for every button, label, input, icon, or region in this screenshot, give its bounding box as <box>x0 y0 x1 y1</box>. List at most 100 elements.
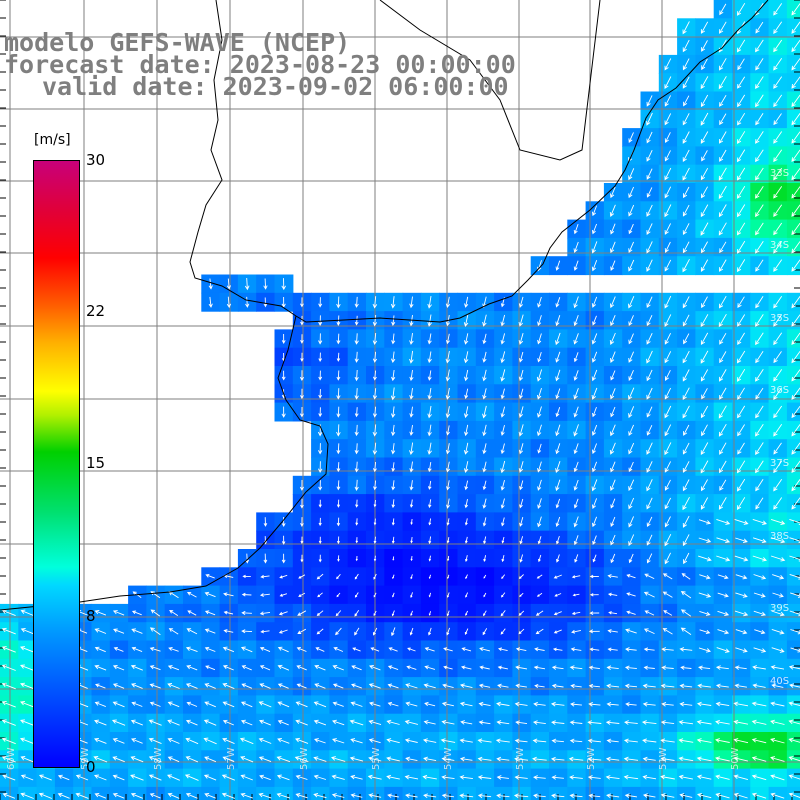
wind-speed-cell <box>786 475 800 495</box>
wind-arrow <box>373 592 377 598</box>
wind-arrow <box>204 591 216 598</box>
wind-arrow <box>610 516 616 527</box>
wind-arrow <box>482 314 487 327</box>
wind-arrow <box>569 720 583 725</box>
wind-arrow <box>278 611 288 616</box>
wind-arrow <box>404 719 419 725</box>
wind-arrow <box>791 186 800 199</box>
wind-arrow <box>167 792 180 799</box>
wind-arrow <box>788 719 800 725</box>
wind-arrow <box>555 369 561 382</box>
wind-arrow <box>1 664 16 671</box>
wind-speed-cell <box>786 713 800 733</box>
wind-arrow <box>370 647 380 652</box>
wind-arrow <box>573 406 579 418</box>
wind-arrow <box>628 351 635 363</box>
wind-arrow <box>392 592 395 598</box>
wind-arrow <box>281 553 286 564</box>
wind-arrow <box>351 665 362 671</box>
wind-arrow <box>427 405 432 419</box>
wind-arrow <box>610 315 616 327</box>
wind-arrow <box>718 222 727 236</box>
wind-arrow <box>700 314 709 328</box>
wind-arrow <box>445 461 451 473</box>
wind-speed-cell <box>146 786 166 800</box>
wind-arrow <box>664 552 672 565</box>
wind-arrow <box>643 647 655 652</box>
wind-arrow <box>336 424 341 437</box>
wind-speed-cell <box>786 146 800 166</box>
wind-arrow <box>149 627 161 636</box>
wind-arrow <box>551 720 565 725</box>
wind-arrow <box>167 737 180 744</box>
wind-arrow <box>186 591 197 598</box>
wind-arrow <box>1 737 16 745</box>
wind-arrow <box>336 443 341 455</box>
wind-arrow <box>478 720 491 725</box>
wind-arrow <box>716 518 731 525</box>
wind-arrow <box>94 719 107 726</box>
wind-arrow <box>573 223 579 235</box>
wind-arrow <box>605 720 620 725</box>
wind-arrow <box>445 369 451 382</box>
wind-arrow <box>407 647 416 652</box>
wind-arrow <box>592 315 597 326</box>
colorbar-unit: [m/s] <box>34 132 71 148</box>
wind-speed-cell <box>786 73 800 93</box>
wind-arrow <box>588 683 600 689</box>
wind-speed-cell <box>274 786 294 800</box>
wind-arrow <box>222 719 234 726</box>
wind-arrow <box>719 479 727 491</box>
wind-arrow <box>628 516 635 528</box>
wind-arrow <box>678 720 694 725</box>
wind-arrow <box>591 443 598 455</box>
wind-arrow <box>698 519 711 525</box>
wind-arrow <box>791 460 800 474</box>
wind-speed-cell <box>73 786 93 800</box>
wind-arrow <box>482 517 487 527</box>
wind-arrow <box>573 498 579 509</box>
wind-arrow <box>130 792 143 799</box>
wind-arrow <box>318 315 323 327</box>
wind-arrow <box>316 573 324 580</box>
wind-arrow <box>519 554 524 563</box>
wind-arrow <box>391 370 396 382</box>
wind-arrow <box>791 222 800 236</box>
wind-arrow <box>443 647 453 652</box>
wind-arrow <box>737 460 746 474</box>
wind-arrow <box>501 517 505 527</box>
latitude-label: 38S <box>770 531 789 542</box>
wind-arrow <box>391 424 396 437</box>
wind-speed-cell <box>347 786 367 800</box>
wind-arrow <box>770 518 786 525</box>
wind-arrow <box>571 575 581 579</box>
wind-arrow <box>409 499 414 508</box>
wind-arrow <box>94 792 107 799</box>
wind-arrow <box>300 352 304 362</box>
wind-arrow <box>610 498 616 509</box>
wind-arrow <box>519 592 524 597</box>
wind-arrow <box>679 701 693 707</box>
wind-arrow <box>447 555 450 562</box>
wind-arrow <box>664 167 672 181</box>
wind-arrow <box>423 793 437 798</box>
wind-arrow <box>409 627 414 636</box>
wind-arrow <box>518 296 524 308</box>
wind-arrow <box>478 701 491 707</box>
wind-arrow <box>406 665 417 670</box>
wind-arrow <box>791 113 800 126</box>
wind-arrow <box>683 186 690 199</box>
wind-arrow <box>464 480 469 491</box>
wind-arrow <box>372 388 378 400</box>
wind-speed-cell <box>786 36 800 56</box>
wind-speed-cell <box>585 786 605 800</box>
wind-arrow <box>299 479 304 491</box>
wind-arrow <box>644 610 655 616</box>
colorbar-tick-label: 22 <box>86 302 106 320</box>
wind-arrow <box>445 406 451 419</box>
wind-arrow <box>259 774 271 781</box>
wind-arrow <box>112 792 125 799</box>
wind-arrow <box>737 314 746 327</box>
wind-arrow <box>662 573 673 580</box>
